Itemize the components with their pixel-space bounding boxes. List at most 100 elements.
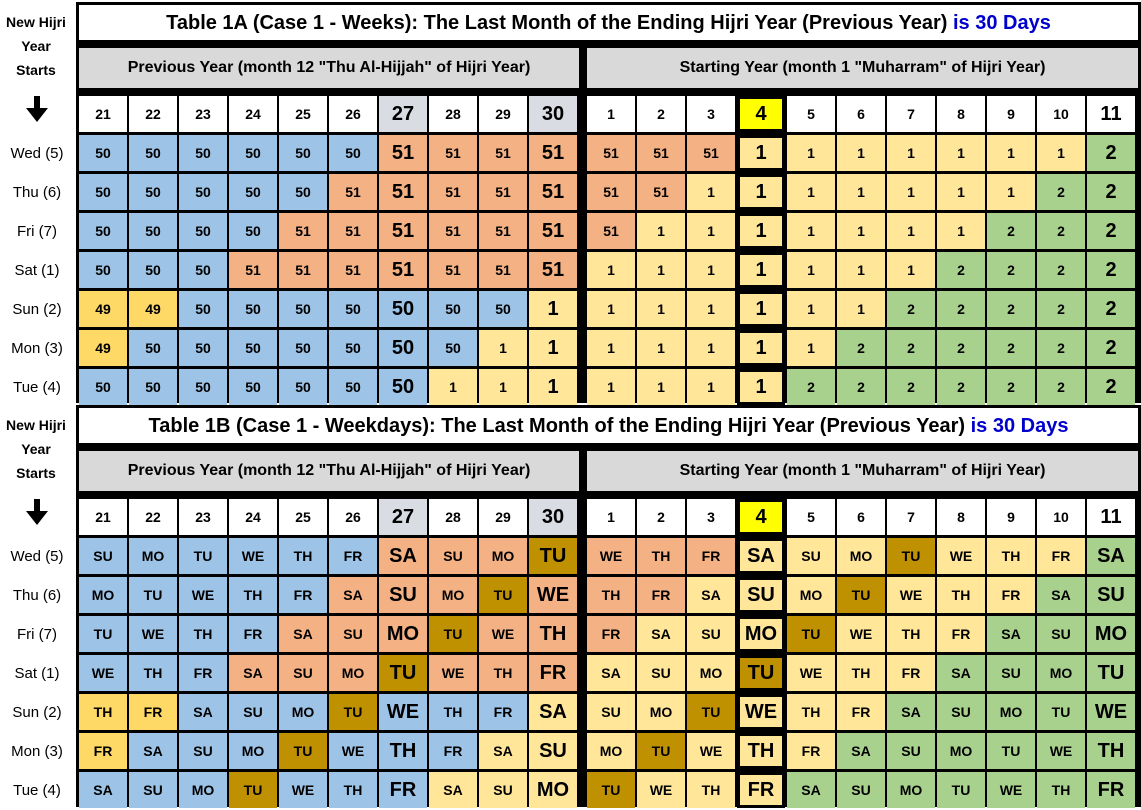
- table-cell: 51: [429, 252, 477, 288]
- table-cell: MO: [379, 616, 427, 652]
- table-cell: 51: [479, 174, 527, 210]
- table-cell: WE: [1087, 694, 1135, 730]
- table-cell: 2: [937, 291, 985, 327]
- weekday-label: Wed (5): [10, 145, 64, 162]
- table-cell: TH: [529, 616, 577, 652]
- table-cell: MO: [429, 577, 477, 613]
- table-cell: 1: [687, 291, 735, 327]
- table-cell: 50: [79, 369, 127, 405]
- table-cell: MO: [987, 694, 1035, 730]
- table-cell: 2: [1037, 330, 1085, 366]
- column-header: 23: [179, 499, 227, 535]
- weekday-label: Sun (2): [12, 301, 62, 318]
- table-cell: 1: [687, 369, 735, 405]
- column-header: 8: [937, 499, 985, 535]
- column-header: 26: [329, 499, 377, 535]
- table-cell: 2: [1037, 213, 1085, 249]
- column-header: 25: [279, 499, 327, 535]
- column-header: 5: [787, 499, 835, 535]
- table-cell: 2: [987, 330, 1035, 366]
- table-cell: MO: [179, 772, 227, 808]
- column-header: 29: [479, 499, 527, 535]
- table-cell: SU: [1037, 616, 1085, 652]
- table-cell: TH: [837, 655, 885, 691]
- table-cell: WE: [837, 616, 885, 652]
- weekday-label: Wed (5): [10, 548, 64, 565]
- column-header: 1: [587, 499, 635, 535]
- table-cell: 1: [529, 291, 577, 327]
- table-cell: 50: [179, 135, 227, 171]
- table-cell: TU: [479, 577, 527, 613]
- table-cell: MO: [279, 694, 327, 730]
- column-header: 11: [1087, 499, 1135, 535]
- table-cell: SA: [687, 577, 735, 613]
- table-cell: FR: [79, 733, 127, 769]
- table-cell: TU: [1087, 655, 1135, 691]
- table-cell: SU: [1087, 577, 1135, 613]
- table-cell: TH: [787, 694, 835, 730]
- table-cell: TH: [937, 577, 985, 613]
- table-cell: TU: [587, 772, 635, 808]
- table-cell: 50: [179, 291, 227, 327]
- column-header: 27: [379, 499, 427, 535]
- table-cell: 50: [379, 330, 427, 366]
- side-label-line: Year: [21, 38, 51, 54]
- table-cell: 1: [937, 135, 985, 171]
- table-cell: SA: [1037, 577, 1085, 613]
- column-header: 22: [129, 499, 177, 535]
- table-cell: MO: [79, 577, 127, 613]
- column-header: 5: [787, 96, 835, 132]
- table-cell: SU: [787, 538, 835, 574]
- table-cell: MO: [479, 538, 527, 574]
- table-cell: TH: [587, 577, 635, 613]
- table-cell: 50: [279, 369, 327, 405]
- table-cell: SU: [837, 772, 885, 808]
- arrow-down-icon: [26, 499, 48, 525]
- table-cell: SA: [987, 616, 1035, 652]
- table-cell: TH: [179, 616, 227, 652]
- table-cell: 1: [587, 330, 635, 366]
- table-cell: SA: [129, 733, 177, 769]
- table-cell: 1: [1037, 135, 1085, 171]
- table-cell: 51: [379, 252, 427, 288]
- table-cell: 51: [279, 213, 327, 249]
- table-cell: TU: [737, 655, 785, 691]
- table-cell: SA: [1087, 538, 1135, 574]
- table-cell: 51: [587, 213, 635, 249]
- table-cell: 1: [737, 330, 785, 366]
- weekday-label: Sat (1): [14, 262, 60, 279]
- table-cell: 1: [837, 135, 885, 171]
- table-cell: 2: [937, 369, 985, 405]
- column-header: 23: [179, 96, 227, 132]
- table-cell: 51: [279, 252, 327, 288]
- column-header: 9: [987, 96, 1035, 132]
- table-cell: WE: [937, 538, 985, 574]
- table-cell: 50: [379, 291, 427, 327]
- table-cell: FR: [787, 733, 835, 769]
- column-header: 29: [479, 96, 527, 132]
- table-cell: 1: [787, 174, 835, 210]
- table-cell: MO: [587, 733, 635, 769]
- column-header: 4: [737, 96, 785, 132]
- table-cell: 1: [737, 291, 785, 327]
- table-cell: TU: [637, 733, 685, 769]
- table-cell: WE: [1037, 733, 1085, 769]
- table-cell: 1: [687, 330, 735, 366]
- table-cell: MO: [229, 733, 277, 769]
- table-cell: TU: [279, 733, 327, 769]
- table-cell: 2: [1087, 252, 1135, 288]
- table-cell: 1: [837, 252, 885, 288]
- side-label-line: Starts: [16, 62, 56, 78]
- table-title-highlight: is 30 Days: [953, 12, 1051, 34]
- table-cell: 2: [887, 330, 935, 366]
- table-cell: 2: [1087, 213, 1135, 249]
- column-header: 21: [79, 96, 127, 132]
- table-cell: WE: [787, 655, 835, 691]
- table-cell: 51: [329, 213, 377, 249]
- table-cell: 2: [987, 252, 1035, 288]
- table-cell: 50: [179, 330, 227, 366]
- table-cell: TH: [429, 694, 477, 730]
- table-cell: 50: [129, 135, 177, 171]
- table-cell: 51: [329, 252, 377, 288]
- table-cell: SU: [587, 694, 635, 730]
